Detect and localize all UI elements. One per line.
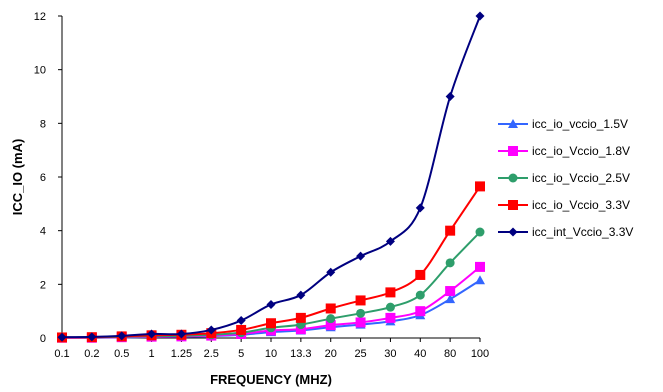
data-point <box>385 287 396 298</box>
plot-series <box>57 11 485 343</box>
x-tick-label: 0.1 <box>54 348 69 360</box>
data-point <box>57 332 67 342</box>
data-point <box>445 92 455 101</box>
data-point <box>176 329 186 339</box>
data-point <box>325 320 336 331</box>
y-tick-label: 12 <box>34 11 46 23</box>
data-point <box>415 269 426 280</box>
data-point <box>445 258 455 268</box>
data-point <box>325 303 336 314</box>
x-tick-label: 25 <box>354 348 366 360</box>
data-point <box>356 308 366 318</box>
y-tick-label: 2 <box>40 279 46 291</box>
legend-item-2: icc_io_Vccio_1.8V <box>498 144 630 158</box>
y-axis-title: ICC_IO (mA) <box>10 139 25 216</box>
y-tick-label: 4 <box>40 226 46 238</box>
x-tick-label: 1 <box>149 348 155 360</box>
data-point <box>295 312 306 323</box>
data-point <box>385 312 396 323</box>
data-point <box>445 294 456 304</box>
data-point <box>445 225 456 236</box>
legend-label: icc_io_vccio_1.5V <box>532 117 628 131</box>
x-tick-label: 100 <box>471 348 489 360</box>
legend-marker <box>508 227 518 237</box>
x-tick-label: 10 <box>265 348 277 360</box>
data-point <box>87 332 97 342</box>
data-point <box>326 267 336 277</box>
x-tick-label: 13.3 <box>290 348 311 360</box>
legend: icc_io_vccio_1.5V icc_io_Vccio_1.8V icc_io… <box>498 117 633 239</box>
data-point <box>415 203 425 213</box>
x-tick-label: 5 <box>238 348 244 360</box>
data-point <box>326 314 336 324</box>
legend-label: icc_io_Vccio_2.5V <box>532 171 630 185</box>
data-point <box>475 181 485 192</box>
x-tick-label: 0.5 <box>114 348 129 360</box>
data-point <box>147 329 157 339</box>
y-tick-label: 10 <box>34 65 46 77</box>
x-tick-label: 2.5 <box>204 348 219 360</box>
data-point <box>296 290 306 300</box>
legend-marker <box>508 119 518 128</box>
series-line <box>61 15 481 339</box>
data-point <box>295 324 306 335</box>
data-point <box>355 295 366 306</box>
legend-label: icc_io_Vccio_1.8V <box>532 144 630 158</box>
legend-label: icc_io_Vccio_3.3V <box>532 198 630 212</box>
data-point <box>266 318 276 329</box>
legend-item-1: icc_io_vccio_1.5V <box>498 117 628 131</box>
data-point <box>445 286 456 297</box>
x-tick-label: 0.2 <box>84 348 99 360</box>
y-tick-label: 0 <box>40 333 46 345</box>
data-point <box>356 251 366 261</box>
data-point <box>236 324 247 335</box>
x-tick-label: 80 <box>444 348 456 360</box>
data-point <box>236 316 246 326</box>
data-point <box>385 302 395 312</box>
data-point <box>475 11 485 21</box>
data-point <box>385 236 395 246</box>
legend-label: icc_int_Vccio_3.3V <box>532 225 633 239</box>
data-point <box>475 261 485 272</box>
legend-item-4: icc_io_Vccio_3.3V <box>498 198 630 212</box>
legend-marker <box>508 146 518 156</box>
legend-marker <box>508 173 518 183</box>
data-point <box>266 299 276 309</box>
y-tick-label: 6 <box>40 172 46 184</box>
x-tick-label: 40 <box>414 348 426 360</box>
x-tick-label: 1.25 <box>171 348 192 360</box>
legend-marker <box>508 200 518 210</box>
y-tick-label: 8 <box>40 118 46 130</box>
x-tick-label: 30 <box>384 348 396 360</box>
data-point <box>475 227 485 237</box>
legend-item-3: icc_io_Vccio_2.5V <box>498 171 630 185</box>
data-point <box>475 275 485 285</box>
data-point <box>415 306 426 317</box>
data-point <box>117 331 127 341</box>
x-axis-title: FREQUENCY (MHZ) <box>210 372 332 387</box>
legend-item-5: icc_int_Vccio_3.3V <box>498 225 633 239</box>
data-point <box>355 317 366 328</box>
x-tick-label: 20 <box>325 348 337 360</box>
data-point <box>415 290 425 300</box>
data-point <box>206 325 216 335</box>
series-5 <box>57 11 485 342</box>
